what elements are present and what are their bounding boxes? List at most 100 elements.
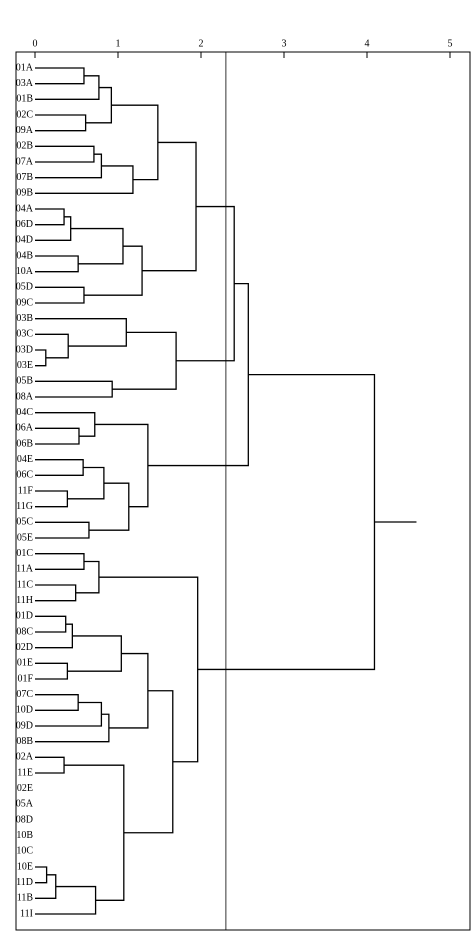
- leaf-label: 02D: [16, 642, 33, 653]
- merge-link: [176, 205, 235, 362]
- leaf-label: 11C: [17, 579, 34, 590]
- leaf-label: 08A: [16, 391, 34, 402]
- leaf-label: 05C: [16, 517, 33, 528]
- merge-link: [35, 67, 85, 85]
- leaf-label: 07A: [16, 156, 34, 167]
- leaf-label: 04E: [17, 454, 33, 465]
- leaf-label: 04C: [16, 407, 33, 418]
- leaf-label: 11G: [16, 501, 33, 512]
- merge-link: [142, 141, 197, 272]
- merge-link: [83, 245, 143, 296]
- merge-link: [35, 153, 103, 179]
- leaf-label: 01A: [16, 62, 34, 73]
- leaf-label: 11I: [20, 908, 33, 919]
- leaf-label: 03D: [16, 344, 33, 355]
- leaf-label: 09D: [16, 720, 33, 731]
- merge-link: [35, 427, 80, 445]
- merge-link: [35, 412, 96, 437]
- merge-link: [67, 466, 105, 500]
- x-tick-label: 5: [448, 38, 453, 49]
- leaf-label: 01B: [16, 94, 33, 105]
- merge-link: [88, 482, 130, 531]
- leaf-label: 06A: [16, 423, 34, 434]
- plot-frame: [15, 51, 471, 931]
- leaf-label: 10D: [16, 705, 33, 716]
- merge-link: [197, 373, 417, 671]
- merge-link: [94, 423, 149, 508]
- merge-link: [35, 756, 65, 774]
- merge-link: [35, 694, 79, 711]
- merge-link: [35, 380, 113, 398]
- merge-link: [35, 318, 127, 347]
- merge-link: [35, 701, 103, 727]
- merge-link: [35, 208, 65, 226]
- leaf-label: 05A: [16, 799, 34, 810]
- merge-link: [35, 885, 97, 915]
- merge-link: [111, 104, 159, 181]
- x-tick-label: 1: [116, 38, 121, 49]
- leaf-label: 05B: [16, 376, 33, 387]
- merge-link: [35, 662, 69, 680]
- merge-link: [35, 255, 79, 273]
- leaf-label: 03C: [16, 329, 33, 340]
- merge-link: [35, 459, 84, 476]
- merge-link: [35, 349, 47, 367]
- leaf-label: 03E: [17, 360, 33, 371]
- merge-link: [147, 283, 249, 467]
- merge-link: [75, 560, 100, 594]
- merge-link: [35, 216, 72, 241]
- leaf-label: 06D: [16, 219, 33, 230]
- leaf-label: 09C: [16, 297, 33, 308]
- merge-link: [35, 584, 77, 602]
- leaf-label: 10C: [16, 846, 33, 857]
- leaf-label: 01D: [16, 611, 33, 622]
- leaf-label: 08C: [16, 626, 33, 637]
- leaf-label: 08D: [16, 814, 33, 825]
- merge-link: [35, 521, 90, 539]
- merge-link: [35, 286, 85, 304]
- leaf-label: 03B: [16, 313, 33, 324]
- leaf-label: 02E: [17, 783, 33, 794]
- merge-link: [35, 553, 85, 570]
- leaf-label: 01E: [17, 658, 33, 669]
- leaf-label: 07B: [16, 172, 33, 183]
- leaf-label: 01C: [16, 548, 33, 559]
- leaf-label: 09A: [16, 125, 34, 136]
- leaf-label: 10B: [16, 830, 33, 841]
- leaf-label: 11F: [18, 485, 34, 496]
- merge-link: [35, 165, 134, 194]
- leaf-label: 11E: [17, 767, 33, 778]
- leaf-label: 11D: [16, 877, 33, 888]
- leaf-label: 08B: [16, 736, 33, 747]
- merge-link: [35, 866, 48, 884]
- leaf-label: 11H: [16, 595, 33, 606]
- merge-link: [64, 764, 125, 901]
- leaf-label: 04B: [16, 250, 33, 261]
- leaf-label: 01F: [17, 673, 33, 684]
- merge-link: [35, 874, 57, 899]
- merge-link: [112, 331, 177, 390]
- merge-link: [35, 713, 110, 743]
- leaf-label: 05D: [16, 282, 33, 293]
- merge-link: [35, 490, 69, 508]
- leaf-label: 09B: [16, 188, 33, 199]
- leaf-label: 03A: [16, 78, 34, 89]
- merge-link: [35, 114, 87, 132]
- leaf-label: 05E: [17, 532, 33, 543]
- leaf-label: 02B: [16, 141, 33, 152]
- merge-link: [35, 623, 73, 649]
- leaf-label: 04A: [16, 203, 34, 214]
- leaf-label: 10E: [17, 861, 33, 872]
- x-tick-label: 2: [199, 38, 204, 49]
- leaf-label: 02A: [16, 752, 34, 763]
- leaf-label: 11B: [17, 893, 34, 904]
- x-tick-label: 3: [282, 38, 287, 49]
- x-tick-label: 4: [365, 38, 370, 49]
- merge-link: [35, 333, 69, 359]
- merge-link: [67, 635, 122, 672]
- x-tick-label: 0: [33, 38, 38, 49]
- merge-link: [35, 75, 100, 100]
- merge-link: [35, 615, 67, 633]
- leaf-label: 10A: [16, 266, 34, 277]
